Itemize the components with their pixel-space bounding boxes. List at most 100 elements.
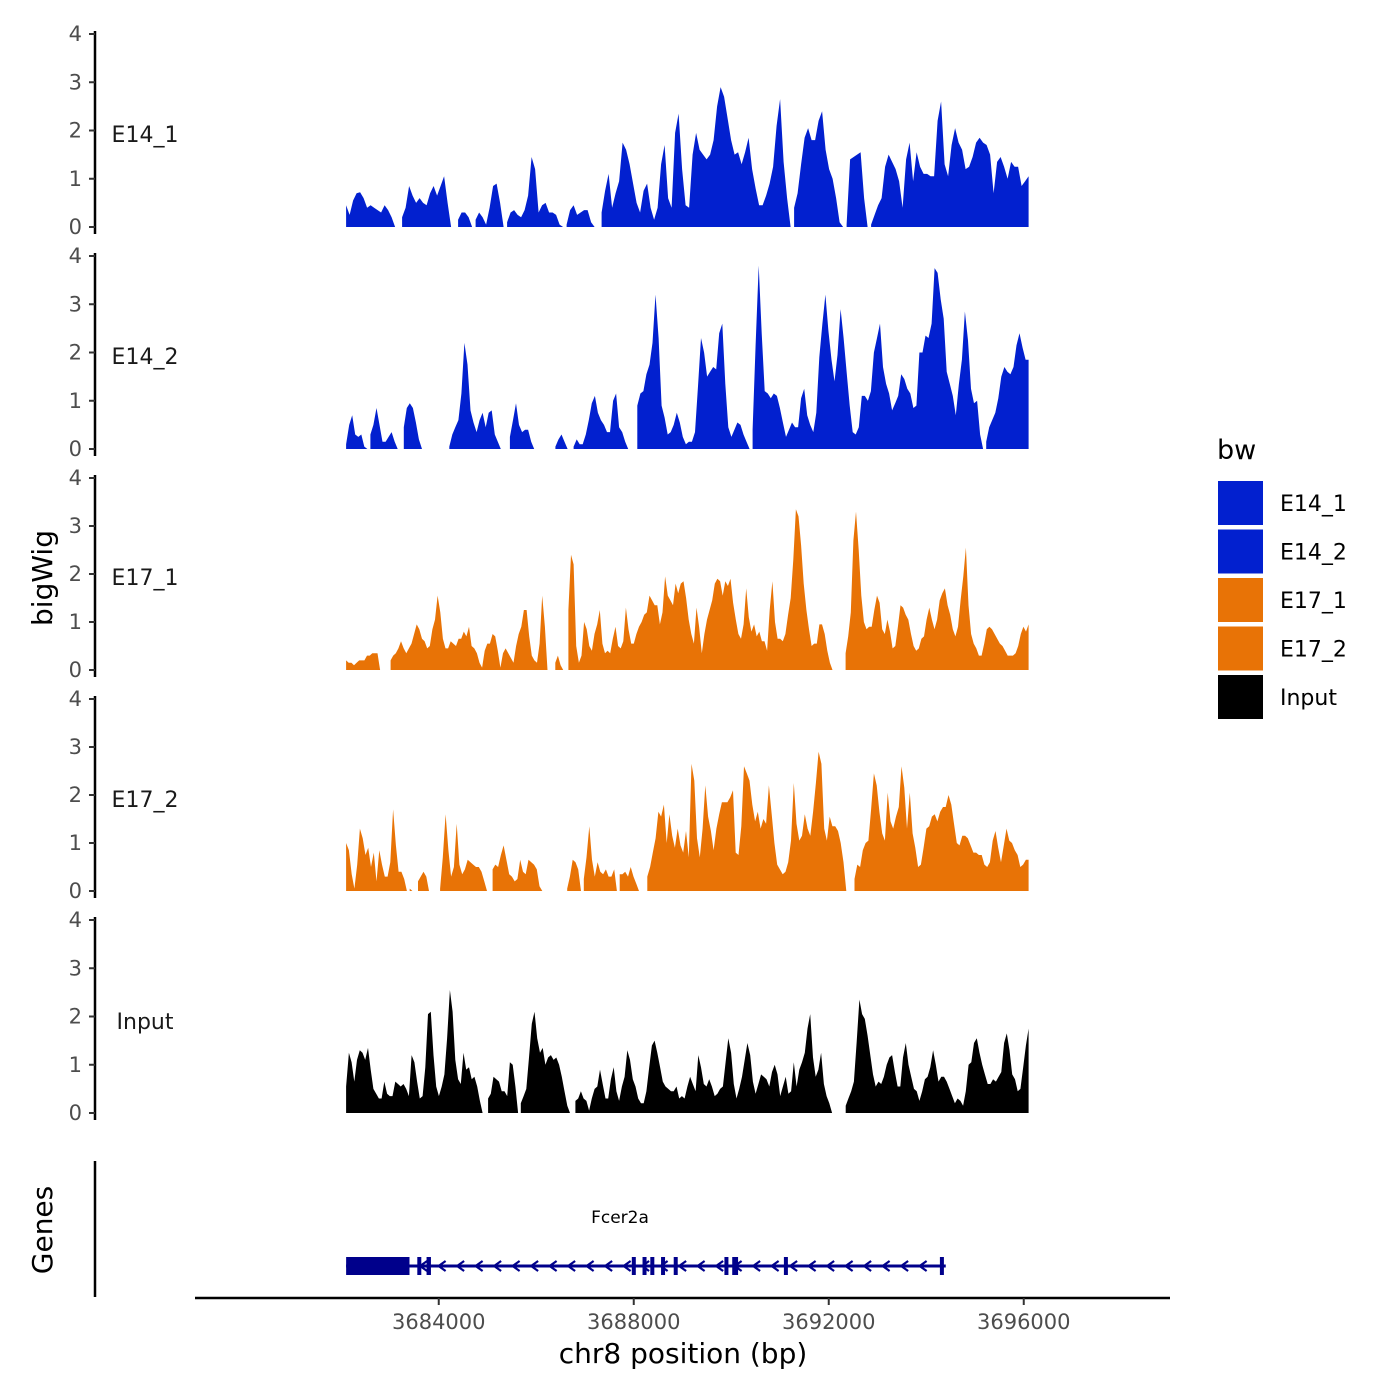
strand-arrow bbox=[640, 1260, 650, 1272]
x-axis: 3684000 3688000 3692000 3696000 bbox=[195, 1296, 1170, 1334]
legend-title: bw bbox=[1217, 435, 1256, 466]
strand-arrow bbox=[788, 1260, 798, 1272]
track-E17_1 bbox=[346, 509, 1029, 670]
track-E17_2 bbox=[346, 751, 1029, 891]
y-axis-E14_1: 0 1 2 3 4 bbox=[69, 22, 97, 239]
y-tick-label: 1 bbox=[69, 831, 82, 855]
gene-Fcer2a: Fcer2a bbox=[346, 1208, 946, 1275]
legend-swatch-E17_2 bbox=[1218, 626, 1263, 671]
gene-exon bbox=[426, 1257, 431, 1275]
y-tick-label: 3 bbox=[69, 956, 82, 980]
gene-exon bbox=[346, 1257, 410, 1275]
strand-arrow bbox=[843, 1260, 854, 1272]
area-series-E17_1 bbox=[346, 509, 1029, 670]
area-series-E17_2 bbox=[346, 751, 1029, 891]
y-tick-label: 3 bbox=[69, 292, 82, 316]
legend-swatch-E14_2 bbox=[1218, 529, 1263, 574]
strand-arrow bbox=[862, 1260, 872, 1272]
y-tick-label: 0 bbox=[69, 1101, 82, 1125]
area-series-Input bbox=[346, 990, 1029, 1113]
y-tick-label: 4 bbox=[69, 466, 82, 490]
strand-arrow bbox=[751, 1260, 761, 1272]
y-tick-label: 4 bbox=[69, 687, 82, 711]
strand-arrow bbox=[566, 1260, 576, 1272]
area-series-E14_1 bbox=[346, 87, 1029, 227]
legend-label-E14_1: E14_1 bbox=[1280, 492, 1347, 517]
strand-arrow bbox=[603, 1260, 613, 1272]
track-label-E17_1: E17_1 bbox=[112, 566, 179, 591]
track-Input bbox=[346, 990, 1029, 1113]
y-axis-E17_1: 0 1 2 3 4 bbox=[69, 466, 97, 682]
strand-arrow bbox=[677, 1260, 687, 1272]
genes-axis-title: Genes bbox=[26, 1186, 59, 1274]
y-tick-label: 4 bbox=[69, 908, 82, 932]
strand-arrow bbox=[436, 1260, 447, 1272]
x-axis-title: chr8 position (bp) bbox=[559, 1337, 808, 1370]
strand-arrow bbox=[899, 1260, 909, 1272]
strand-arrow bbox=[584, 1260, 595, 1272]
y-tick-label: 4 bbox=[69, 22, 82, 46]
y-tick-label: 2 bbox=[69, 341, 82, 365]
y-tick-label: 2 bbox=[69, 783, 82, 807]
track-label-E14_2: E14_2 bbox=[112, 345, 179, 370]
strand-arrow bbox=[825, 1260, 835, 1272]
gene-exon bbox=[417, 1257, 422, 1275]
y-tick-label: 1 bbox=[69, 389, 82, 413]
x-tick-label: 3688000 bbox=[587, 1310, 681, 1334]
gene-exon bbox=[650, 1257, 655, 1275]
track-E14_2 bbox=[346, 265, 1029, 449]
strand-arrow bbox=[547, 1260, 558, 1272]
gene-exon bbox=[939, 1257, 944, 1275]
y-axis-Input: 0 1 2 3 4 bbox=[69, 908, 97, 1125]
y-tick-label: 2 bbox=[69, 562, 82, 586]
y-tick-label: 2 bbox=[69, 1005, 82, 1029]
signal-tracks bbox=[346, 87, 1029, 1113]
strand-arrow bbox=[492, 1260, 502, 1272]
strand-arrow bbox=[473, 1260, 484, 1272]
gene-exon bbox=[631, 1257, 636, 1275]
y-tick-label: 0 bbox=[69, 215, 82, 239]
legend-label-E14_2: E14_2 bbox=[1280, 541, 1347, 566]
y-tick-label: 4 bbox=[69, 244, 82, 268]
y-tick-label: 1 bbox=[69, 1053, 82, 1077]
gene-label: Fcer2a bbox=[591, 1208, 649, 1228]
strand-arrow bbox=[714, 1260, 724, 1272]
gene-exon bbox=[783, 1257, 788, 1275]
gene-exon bbox=[732, 1257, 739, 1275]
y-tick-label: 3 bbox=[69, 70, 82, 94]
gene-exon bbox=[642, 1257, 647, 1275]
strand-arrow bbox=[917, 1260, 928, 1272]
strand-arrow bbox=[695, 1260, 706, 1272]
legend-swatch-E14_1 bbox=[1218, 481, 1263, 525]
y-tick-label: 3 bbox=[69, 514, 82, 538]
y-axis-E17_2: 0 1 2 3 4 bbox=[69, 687, 97, 903]
x-tick-label: 3692000 bbox=[782, 1310, 876, 1334]
strand-arrow bbox=[806, 1260, 817, 1272]
area-series-E14_2 bbox=[346, 265, 1029, 449]
legend-label-Input: Input bbox=[1280, 686, 1337, 711]
strand-arrow bbox=[621, 1260, 632, 1272]
y-tick-label: 0 bbox=[69, 437, 82, 461]
y-axis-E14_2: 0 1 2 3 4 bbox=[69, 244, 97, 461]
legend-swatch-Input bbox=[1218, 675, 1263, 719]
track-labels: E14_1 E14_2 E17_1 E17_2 Input bbox=[112, 123, 179, 1035]
legend-label-E17_1: E17_1 bbox=[1280, 589, 1347, 614]
strand-arrow bbox=[769, 1260, 780, 1272]
x-tick-label: 3684000 bbox=[392, 1310, 486, 1334]
legend-label-E17_2: E17_2 bbox=[1280, 638, 1347, 663]
track-label-E14_1: E14_1 bbox=[112, 123, 179, 148]
legend-swatch-E17_1 bbox=[1218, 578, 1263, 622]
y-tick-label: 3 bbox=[69, 735, 82, 759]
y-tick-label: 0 bbox=[69, 879, 82, 903]
strand-arrow bbox=[529, 1260, 539, 1272]
gene-exon bbox=[661, 1257, 666, 1275]
gene-track: Fcer2a bbox=[93, 1161, 946, 1297]
strand-arrow bbox=[510, 1260, 521, 1272]
y-axes: 0 1 2 3 4 0 1 2 3 4 0 1 2 3 4 0 1 2 3 4 0 1 2 3 4 bbox=[69, 22, 97, 1125]
track-E14_1 bbox=[346, 87, 1029, 227]
y-tick-label: 2 bbox=[69, 119, 82, 143]
x-tick-label: 3696000 bbox=[977, 1310, 1071, 1334]
y-axis-title: bigWig bbox=[26, 530, 59, 626]
track-label-Input: Input bbox=[117, 1010, 174, 1035]
